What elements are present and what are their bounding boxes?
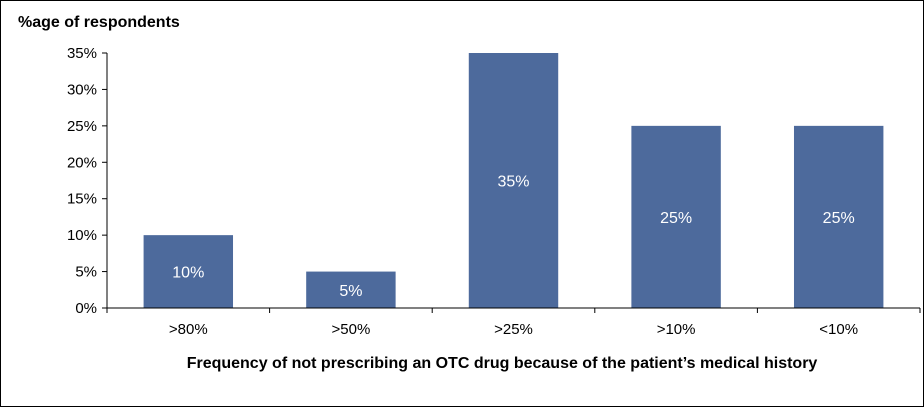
y-tick-label: 15% [67,191,97,208]
y-tick-label: 25% [67,118,97,135]
y-axis-title: %age of respondents [18,14,180,31]
x-axis-ticks: >80% >50% >25% >10% <10% [106,308,921,338]
y-tick-label: 10% [67,227,97,244]
y-tick-label: 35% [67,45,97,62]
bar [793,125,884,308]
x-tick-label: >50% [332,321,371,338]
y-tick-label: 0% [75,300,97,317]
bar [468,53,559,308]
y-tick-label: 30% [67,81,97,98]
x-tick-label: >80% [169,321,208,338]
x-axis-title: Frequency of not prescribing an OTC drug… [187,355,818,372]
bar [306,271,396,308]
y-tick-label: 5% [75,264,97,281]
bar-data-label: 35% [497,174,529,191]
y-tick-label: 20% [67,154,97,171]
bars: 10% 5% 35% 25% 25% [143,53,884,308]
bar [631,125,721,308]
bar-data-label: 5% [339,283,362,300]
bar-data-label: 25% [660,210,692,227]
x-tick-label: <10% [819,321,858,338]
y-axis-ticks: 0% 5% 10% 15% 20% 25% 30% 35% [67,45,107,317]
bar [143,235,234,308]
bar-data-label: 25% [823,210,855,227]
x-tick-label: >10% [657,321,696,338]
bar-data-label: 10% [172,265,204,282]
x-tick-label: >25% [494,321,533,338]
